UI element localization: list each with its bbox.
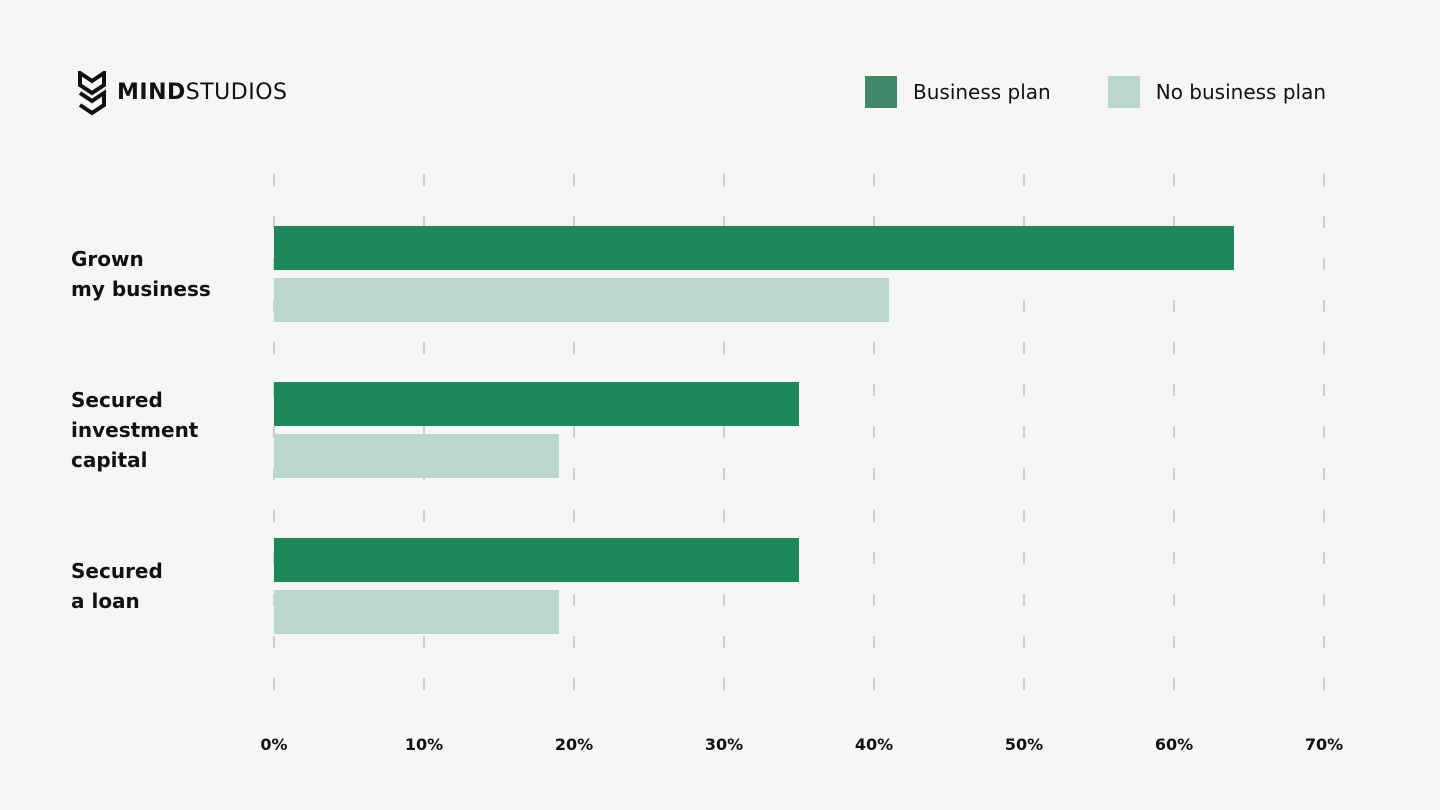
brand-name-regular: STUDIOS <box>185 80 288 105</box>
bar-no-business-plan <box>274 590 559 634</box>
category-label-line: capital <box>71 448 148 472</box>
x-tick-label: 60% <box>1155 735 1193 754</box>
brand-name-bold: MIND <box>117 80 186 105</box>
x-tick-label: 20% <box>555 735 593 754</box>
category-label-line: Grown <box>71 247 144 271</box>
category-label: Grown my business <box>71 244 261 304</box>
x-tick-label: 10% <box>405 735 443 754</box>
x-tick-label: 30% <box>705 735 743 754</box>
legend-label-no-business-plan: No business plan <box>1155 80 1326 104</box>
chart-legend: Business plan No business plan <box>865 76 1326 108</box>
bar-business-plan <box>274 226 1234 270</box>
x-tick-label: 0% <box>260 735 287 754</box>
bar-no-business-plan <box>274 434 559 478</box>
category-label-line: my business <box>71 277 211 301</box>
legend-label-business-plan: Business plan <box>913 80 1051 104</box>
category-label: Secured a loan <box>71 556 261 616</box>
category-label-line: Secured <box>71 559 163 583</box>
x-tick-label: 50% <box>1005 735 1043 754</box>
brand-logo: MINDSTUDIOS <box>78 71 287 115</box>
brand-name: MINDSTUDIOS <box>117 82 287 104</box>
category-label-line: investment <box>71 418 199 442</box>
legend-swatch-business-plan <box>865 76 897 108</box>
legend-item-no-business-plan: No business plan <box>1107 76 1326 108</box>
legend-swatch-no-business-plan <box>1107 76 1140 108</box>
legend-item-business-plan: Business plan <box>865 76 1051 108</box>
bar-business-plan <box>274 538 799 582</box>
bar-no-business-plan <box>274 278 889 322</box>
category-label-line: a loan <box>71 589 140 613</box>
mindstudios-logo-icon <box>78 71 106 115</box>
x-tick-label: 70% <box>1305 735 1343 754</box>
category-label: Secured investment capital <box>71 385 261 475</box>
bar-business-plan <box>274 382 799 426</box>
x-tick-label: 40% <box>855 735 893 754</box>
category-label-line: Secured <box>71 388 163 412</box>
